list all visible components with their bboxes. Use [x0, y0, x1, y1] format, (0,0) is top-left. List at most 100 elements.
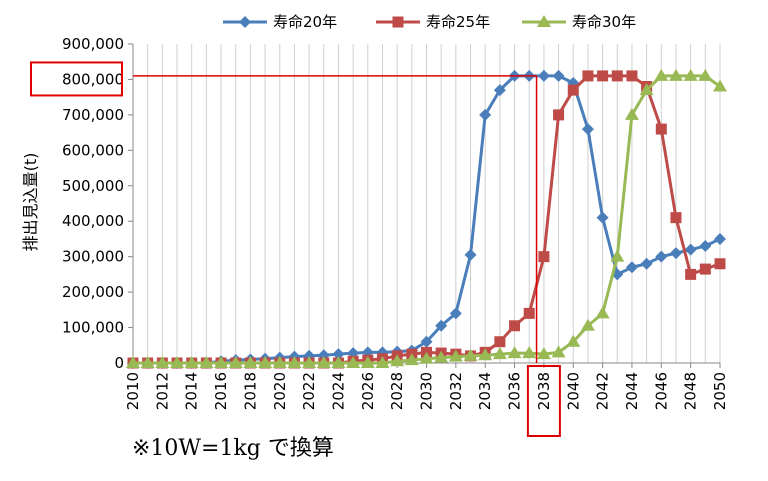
data-point — [595, 306, 610, 319]
legend-label: 寿命30年 — [572, 13, 636, 31]
data-point — [479, 108, 492, 121]
data-point — [302, 356, 317, 368]
data-point — [626, 70, 638, 82]
data-point — [258, 356, 273, 368]
data-point — [492, 347, 507, 360]
data-point — [494, 336, 506, 348]
x-tick-label: 2022 — [300, 372, 318, 410]
data-point — [624, 107, 639, 120]
highlight-x-box — [526, 365, 561, 437]
data-point — [243, 356, 258, 368]
data-point — [435, 319, 448, 332]
data-point — [214, 356, 229, 368]
data-point — [582, 70, 594, 82]
legend-marker — [239, 16, 251, 28]
data-point — [699, 263, 711, 275]
y-tick-label: 400,000 — [62, 212, 124, 230]
data-point — [537, 69, 550, 82]
data-point — [581, 123, 594, 136]
y-tick-label: 800,000 — [62, 70, 124, 88]
data-point — [346, 356, 361, 368]
y-ticks: 0 100,000 200,000 300,000 400,000 500,000 600,… — [62, 35, 133, 372]
x-tick-label: 2010 — [124, 372, 142, 410]
y-axis-label: 排出見込量(t) — [21, 153, 40, 252]
x-ticks: 2010 2012 2014 2016 2018 2020 2022 2024 2026 2028… — [124, 363, 729, 410]
legend-item-2: 寿命25年 — [376, 13, 490, 31]
legend-item-3: 寿命30年 — [522, 13, 636, 31]
series-3 — [126, 68, 727, 368]
data-point — [685, 268, 697, 280]
series-layer — [126, 68, 727, 369]
x-tick-label: 2024 — [329, 372, 347, 410]
x-tick-label: 2048 — [682, 372, 700, 410]
annotation-layer — [30, 61, 561, 437]
legend-label: 寿命20年 — [273, 13, 337, 31]
data-point — [448, 349, 463, 362]
legend-marker — [537, 15, 551, 27]
data-point — [140, 356, 155, 368]
data-point — [714, 232, 726, 245]
data-point — [669, 247, 682, 260]
y-tick-label: 100,000 — [62, 319, 124, 337]
x-tick-label: 2014 — [183, 372, 201, 410]
data-point — [316, 356, 331, 368]
data-point — [611, 70, 623, 82]
data-point — [553, 109, 565, 121]
y-tick-label: 0 — [114, 354, 124, 372]
highlight-y-box — [30, 61, 123, 97]
data-point — [507, 346, 522, 359]
data-point — [332, 348, 345, 361]
x-tick-label: 2030 — [418, 372, 436, 410]
data-point — [655, 250, 668, 263]
data-point — [639, 83, 654, 96]
data-point — [390, 354, 405, 367]
data-point — [536, 347, 551, 360]
x-tick-label: 2038 — [535, 372, 553, 410]
data-point — [360, 356, 375, 368]
data-point — [434, 350, 449, 363]
data-point — [683, 68, 698, 81]
data-point — [509, 320, 521, 332]
data-point — [655, 123, 667, 135]
data-point — [538, 251, 550, 263]
data-point — [228, 356, 243, 368]
data-point — [199, 356, 214, 368]
data-point — [170, 356, 185, 368]
data-point — [654, 68, 669, 81]
legend: 寿命20年 寿命25年 寿命30年 — [223, 13, 636, 31]
data-point — [684, 243, 697, 256]
legend-label: 寿命25年 — [426, 13, 490, 31]
x-tick-label: 2032 — [447, 372, 465, 410]
x-tick-label: 2044 — [623, 372, 641, 410]
data-point — [670, 212, 682, 224]
data-point — [552, 69, 565, 82]
x-tick-label: 2016 — [212, 372, 230, 410]
x-tick-label: 2018 — [241, 372, 259, 410]
data-point — [551, 345, 566, 358]
data-point — [625, 261, 638, 274]
x-tick-label: 2042 — [594, 372, 612, 410]
x-tick-label: 2040 — [564, 372, 582, 410]
data-point — [420, 335, 433, 348]
data-point — [699, 240, 712, 253]
data-point — [463, 348, 478, 361]
data-point — [449, 307, 462, 320]
data-point — [331, 356, 346, 368]
x-tick-label: 2036 — [506, 372, 524, 410]
data-point — [419, 351, 434, 364]
data-point — [566, 334, 581, 347]
data-point — [184, 356, 199, 368]
grid — [132, 44, 721, 363]
legend-item-1: 寿命20年 — [223, 13, 337, 31]
data-point — [668, 68, 683, 81]
data-point — [713, 79, 727, 92]
x-tick-label: 2028 — [388, 372, 406, 410]
y-tick-label: 300,000 — [62, 248, 124, 266]
data-point — [493, 84, 506, 97]
y-tick-label: 600,000 — [62, 141, 124, 159]
legend-marker — [392, 16, 404, 28]
data-point — [596, 211, 609, 224]
x-tick-label: 2034 — [476, 372, 494, 410]
footnote: ※10W=1kg で換算 — [132, 436, 334, 461]
